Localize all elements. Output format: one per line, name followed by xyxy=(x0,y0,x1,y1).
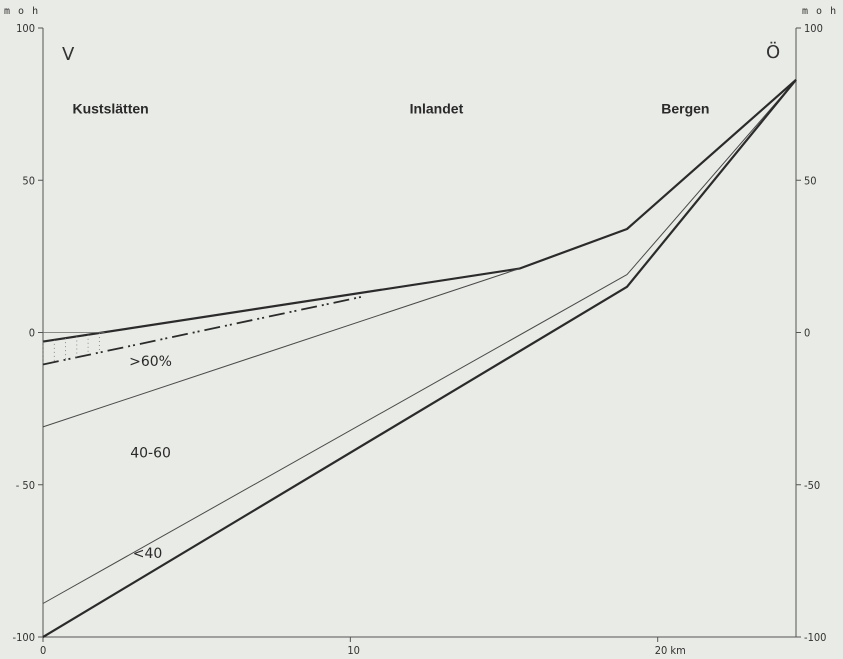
series-line-1 xyxy=(42,78,797,343)
east-label: Ö xyxy=(766,41,780,63)
y-tick-label-left: 0 xyxy=(29,327,35,340)
y-tick-label-right: 100 xyxy=(804,22,823,35)
x-tick-label: 10 xyxy=(347,644,360,657)
y-tick-label-left: 50 xyxy=(22,174,35,187)
zone-label: >60% xyxy=(129,354,172,370)
series-line-5 xyxy=(42,295,366,366)
left-unit-label: m o h xyxy=(4,6,39,17)
region-label: Inlandet xyxy=(410,100,464,116)
zone-label: <40 xyxy=(133,546,163,562)
y-tick-label-right: -50 xyxy=(804,479,820,492)
x-tick-label: 20 km xyxy=(655,644,686,657)
series-line-2 xyxy=(42,268,520,428)
y-tick-label-right: 0 xyxy=(804,327,810,340)
west-label: V xyxy=(62,44,75,65)
y-tick-label-left: - 50 xyxy=(16,479,35,492)
y-tick-label-left: 100 xyxy=(16,22,35,35)
region-label: Kustslätten xyxy=(72,100,148,116)
zone-label: 40-60 xyxy=(130,445,171,461)
series-line-3 xyxy=(42,79,797,604)
right-unit-label: m o h xyxy=(802,6,837,17)
series-line-4 xyxy=(42,79,797,638)
x-tick-label: 0 xyxy=(40,644,46,657)
y-tick-label-right: -100 xyxy=(804,631,826,644)
region-label: Bergen xyxy=(661,100,709,116)
y-tick-label-right: 50 xyxy=(804,174,817,187)
y-tick-label-left: -100 xyxy=(13,631,35,644)
